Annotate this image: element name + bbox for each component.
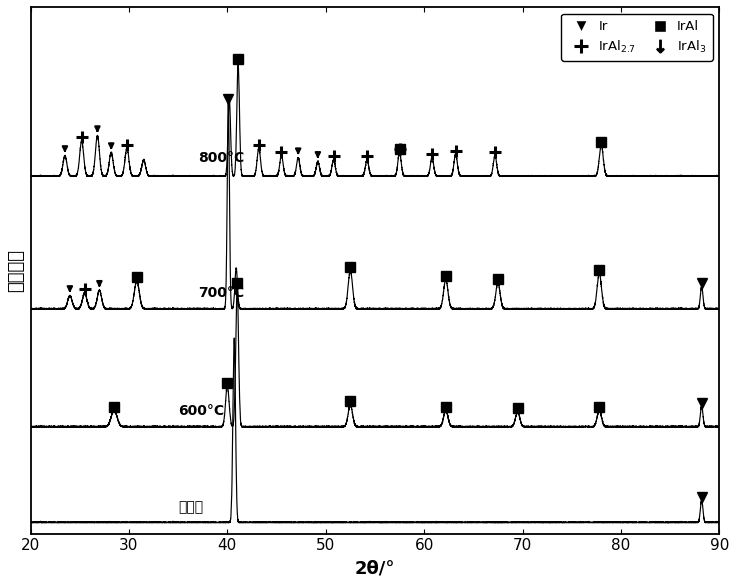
Text: 固渗前: 固渗前 [178,500,203,514]
Legend: Ir, IrAl$_{2.7}$, IrAl, IrAl$_3$: Ir, IrAl$_{2.7}$, IrAl, IrAl$_3$ [562,13,712,61]
Text: 600°C: 600°C [178,404,224,418]
Text: 700°C: 700°C [198,286,244,300]
Y-axis label: 相对强度: 相对强度 [7,249,25,292]
Text: 800°C: 800°C [198,151,244,165]
X-axis label: 2θ/°: 2θ/° [355,559,395,577]
